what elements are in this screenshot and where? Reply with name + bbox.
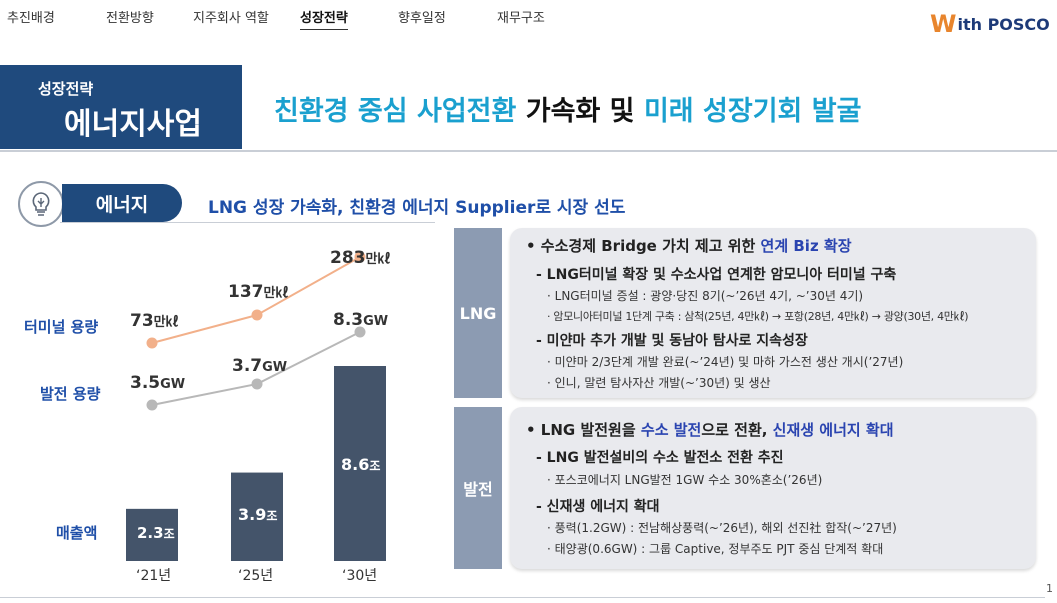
- lng-sub2-bullet2: · 인니, 말련 탐사자산 개발(~’30년) 및 생산: [547, 376, 771, 390]
- year-label-25: ‘25년: [238, 568, 274, 584]
- sales-bar: [231, 472, 283, 561]
- power-main-point: • LNG 발전원을 수소 발전으로 전환, 신재생 에너지 확대: [526, 421, 894, 439]
- headline-part2: 가속화 및: [525, 96, 635, 127]
- terminal-capacity-label: 터미널 용량: [24, 318, 99, 336]
- nav-item-holding-role[interactable]: 지주회사 역할: [193, 11, 269, 26]
- lightbulb-icon: [18, 181, 64, 227]
- page-number: 1: [1046, 582, 1053, 595]
- power-value-21: 3.5GW: [130, 373, 186, 393]
- power-sub2-title: - 신재생 에너지 확대: [536, 499, 660, 515]
- power-capacity-point: [251, 378, 263, 390]
- lng-tag: LNG: [454, 228, 502, 398]
- year-label-30: ‘30년: [342, 568, 378, 584]
- terminal-capacity-point: [251, 309, 263, 321]
- nav-item-direction[interactable]: 전환방향: [106, 11, 154, 26]
- header-divider: [0, 150, 1057, 152]
- power-sub2-bullet1: · 풍력(1.2GW) : 전남해상풍력(~’26년), 해외 선진社 합작(~…: [547, 521, 897, 535]
- terminal-value-30: 283만㎘: [330, 248, 391, 268]
- headline-part3: 미래 성장기회 발굴: [643, 96, 862, 127]
- lng-main-point: • 수소경제 Bridge 가치 제고 위한 연계 Biz 확장: [526, 237, 852, 255]
- terminal-capacity-point: [354, 251, 366, 263]
- nav-item-financial[interactable]: 재무구조: [497, 11, 545, 26]
- lng-sub2-title: - 미얀마 추가 개발 및 동남아 탐사로 지속성장: [536, 333, 808, 349]
- section-label: 성장전략: [38, 80, 94, 98]
- section-header-box: [0, 65, 242, 149]
- logo-text: ith POSCO: [957, 14, 1050, 34]
- power-capacity-label: 발전 용량: [40, 385, 101, 403]
- power-value-30: 8.3GW: [333, 310, 389, 330]
- energy-category-label: 에너지: [62, 184, 182, 222]
- power-capacity-point: [354, 326, 366, 338]
- page-headline: 친환경 중심 사업전환 가속화 및 미래 성장기회 발굴: [274, 89, 861, 128]
- lng-sub1-bullet1: · LNG터미널 증설 : 광양·당진 8기(~’26년 4기, ~’30년 4…: [547, 289, 864, 303]
- terminal-value-25: 137만㎘: [228, 282, 289, 302]
- logo-mark: W: [930, 10, 957, 38]
- sales-value-30: 8.6조: [341, 455, 381, 474]
- power-panel: [510, 407, 1036, 569]
- power-sub1-title: - LNG 발전설비의 수소 발전소 전환 추진: [536, 450, 784, 466]
- lng-sub1-title: - LNG터미널 확장 및 수소사업 연계한 암모니아 터미널 구축: [536, 267, 897, 283]
- headline-part1: 친환경 중심 사업전환: [274, 96, 517, 127]
- energy-title: LNG 성장 가속화, 친환경 에너지 Supplier로 시장 선도: [208, 198, 626, 218]
- sales-bar: [334, 366, 386, 561]
- power-tag: 발전: [454, 407, 502, 569]
- growth-chart: [126, 251, 386, 561]
- sales-bar: [126, 508, 178, 561]
- sales-value-21: 2.3조: [137, 524, 175, 542]
- power-sub1-bullet1: · 포스코에너지 LNG발전 1GW 수소 30%혼소(’26년): [547, 473, 823, 487]
- nav-item-background[interactable]: 추진배경: [7, 11, 55, 26]
- lng-sub1-bullet2: · 암모니아터미널 1단계 구축 : 삼척(25년, 4만㎘) → 포항(28년…: [547, 310, 969, 323]
- power-sub2-bullet2: · 태양광(0.6GW) : 그룹 Captive, 정부주도 PJT 중심 단…: [547, 542, 884, 556]
- sales-value-25: 3.9조: [238, 505, 278, 524]
- energy-divider: [60, 222, 435, 223]
- nav-item-growth-strategy[interactable]: 성장전략: [300, 7, 348, 30]
- nav-item-schedule[interactable]: 향후일정: [398, 11, 446, 26]
- year-label-21: ‘21년: [136, 568, 172, 584]
- terminal-capacity-point: [146, 337, 158, 349]
- sales-label: 매출액: [56, 524, 98, 542]
- footer-divider: [0, 597, 1045, 598]
- top-nav: 추진배경 전환방향 지주회사 역할 성장전략 향후일정 재무구조: [0, 0, 1057, 30]
- power-capacity-point: [146, 399, 158, 411]
- section-title: 에너지사업: [64, 107, 202, 142]
- terminal-value-21: 73만㎘: [130, 311, 179, 331]
- power-value-25: 3.7GW: [232, 356, 288, 376]
- lng-sub2-bullet1: · 미얀마 2/3단계 개발 완료(~’24년) 및 마하 가스전 생산 개시(…: [547, 355, 904, 369]
- lng-panel: [510, 228, 1036, 398]
